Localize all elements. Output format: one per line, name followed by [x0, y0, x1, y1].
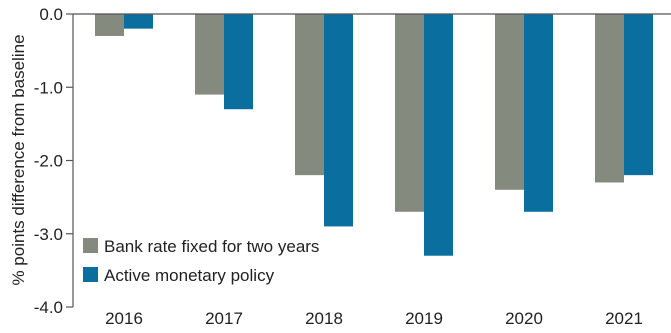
bar-active-monetary-policy-2018	[324, 14, 353, 227]
y-tick-label: 0.0	[39, 5, 63, 24]
bar-active-monetary-policy-2017	[224, 14, 253, 110]
legend-swatch	[83, 238, 98, 253]
bar-bank-rate-fixed-2017	[195, 14, 224, 95]
y-tick-label: -3.0	[34, 225, 63, 244]
bar-bank-rate-fixed-2020	[495, 14, 524, 190]
legend: Bank rate fixed for two years Active mone…	[83, 237, 319, 285]
bar-active-monetary-policy-2021	[624, 14, 653, 176]
bar-bank-rate-fixed-2016	[95, 14, 124, 36]
axis-layer: 0.0 -1.0 -2.0 -3.0 -4.0 2016 2017 2018 2019 2020 2…	[34, 5, 671, 328]
y-axis-title: % points difference from baseline	[9, 34, 28, 285]
legend-swatch	[83, 267, 98, 282]
y-tick-label: -1.0	[34, 78, 63, 97]
bar-active-monetary-policy-2019	[424, 14, 453, 256]
x-tick-label: 2018	[305, 309, 343, 328]
y-tick-label: -2.0	[34, 152, 63, 171]
bar-bank-rate-fixed-2021	[595, 14, 624, 183]
y-tick-label: -4.0	[34, 298, 63, 317]
bar-active-monetary-policy-2020	[524, 14, 553, 212]
x-tick-label: 2016	[105, 309, 143, 328]
bar-bank-rate-fixed-2019	[395, 14, 424, 212]
x-tick-label: 2021	[605, 309, 643, 328]
legend-label: Bank rate fixed for two years	[104, 237, 319, 256]
x-tick-label: 2019	[405, 309, 443, 328]
legend-label: Active monetary policy	[104, 266, 275, 285]
bar-bank-rate-fixed-2018	[295, 14, 324, 176]
x-tick-label: 2020	[505, 309, 543, 328]
bar-active-monetary-policy-2016	[124, 14, 153, 29]
x-tick-label: 2017	[205, 309, 243, 328]
bars-layer	[95, 14, 653, 256]
